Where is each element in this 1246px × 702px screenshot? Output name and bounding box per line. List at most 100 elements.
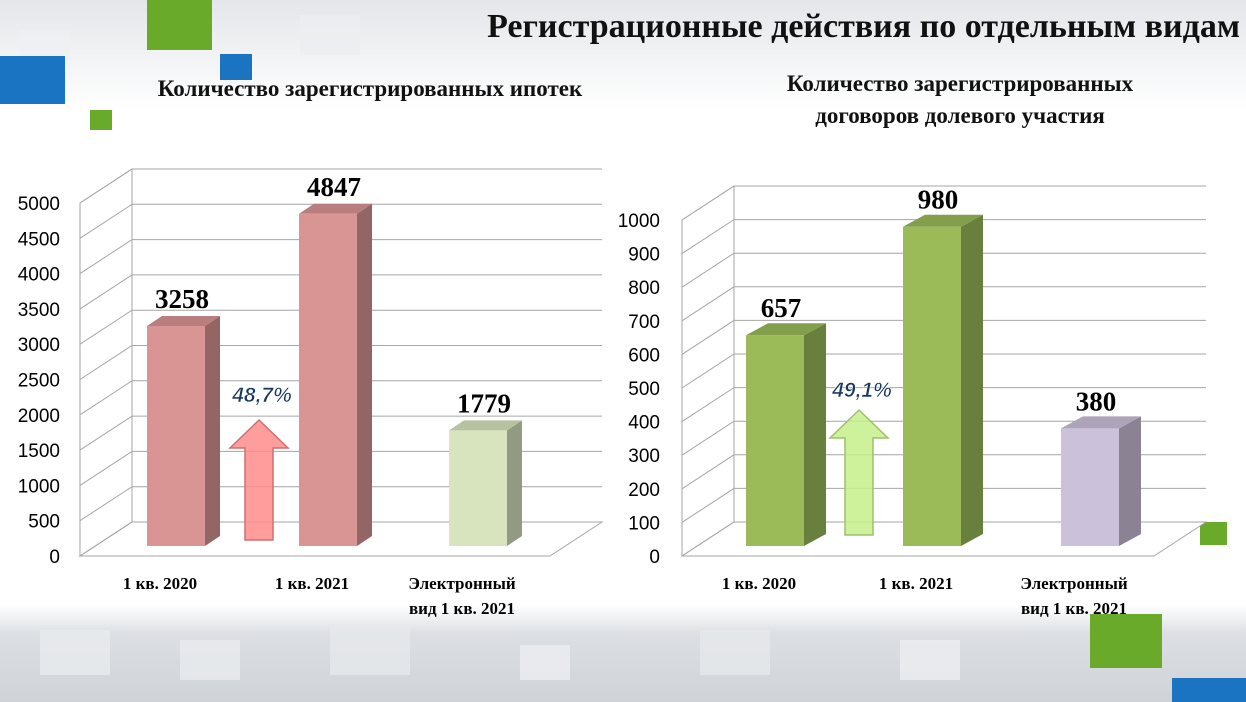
gridline xyxy=(79,415,602,451)
y-tick-label: 800 xyxy=(628,278,660,299)
bar-side xyxy=(205,315,220,546)
bar-top xyxy=(1061,416,1141,429)
bar-side xyxy=(357,203,372,546)
gridline xyxy=(79,380,602,416)
gridline xyxy=(681,319,1206,355)
gridline xyxy=(681,487,1206,523)
gridline xyxy=(79,521,602,557)
gridline xyxy=(79,450,602,486)
gridline xyxy=(79,168,602,204)
data-label: 4847 xyxy=(307,172,361,202)
data-label: 980 xyxy=(918,185,959,215)
y-tick-label: 500 xyxy=(628,379,660,400)
y-tick-label: 0 xyxy=(649,547,660,568)
y-tick-label: 4500 xyxy=(18,229,60,250)
x-tick-label: вид 1 кв. 2021 xyxy=(1021,599,1127,618)
y-tick-label: 5000 xyxy=(18,194,60,215)
bar-front xyxy=(449,430,507,546)
x-tick-label: вид 1 кв. 2021 xyxy=(409,599,515,618)
gridline xyxy=(681,286,1206,322)
y-tick-label: 4000 xyxy=(18,265,60,286)
y-tick-label: 3000 xyxy=(18,335,60,356)
x-tick-label: 1 кв. 2021 xyxy=(275,574,349,593)
bar-side xyxy=(961,214,983,546)
gridline xyxy=(681,252,1206,288)
gridline xyxy=(79,239,602,275)
x-tick-label: 1 кв. 2020 xyxy=(722,574,796,593)
y-tick-label: 600 xyxy=(628,345,660,366)
bar-top xyxy=(903,214,983,227)
bar-front xyxy=(147,325,205,546)
growth-percent-label: 48,7% xyxy=(231,384,292,407)
gridline xyxy=(681,521,1206,557)
gridline xyxy=(681,387,1206,423)
data-label: 380 xyxy=(1076,386,1117,416)
gridline xyxy=(681,353,1206,389)
gridline xyxy=(681,454,1206,490)
y-tick-label: 400 xyxy=(628,413,660,434)
data-label: 657 xyxy=(761,293,802,323)
bar-top xyxy=(449,420,522,431)
x-tick-label: 1 кв. 2020 xyxy=(123,574,197,593)
x-tick-label: Электронный xyxy=(1020,574,1128,593)
bar-side xyxy=(1119,416,1141,546)
bar-top xyxy=(147,315,220,326)
blue-square-decoration xyxy=(0,56,65,104)
green-small-square-decoration-right xyxy=(1200,522,1227,545)
bar xyxy=(1061,416,1141,546)
bar xyxy=(449,420,522,546)
green-square-decoration-bottom xyxy=(1090,614,1162,668)
growth-arrow-icon xyxy=(828,408,890,536)
x-tick-label: 1 кв. 2021 xyxy=(879,574,953,593)
gridline xyxy=(79,203,602,239)
bar xyxy=(147,315,220,546)
y-tick-label: 0 xyxy=(49,547,60,568)
bar-side xyxy=(507,420,522,546)
y-tick-label: 2500 xyxy=(18,371,60,392)
gridline xyxy=(681,185,1206,221)
chart-title-equity-contracts: Количество зарегистрированных договоров … xyxy=(700,68,1220,132)
data-label: 3258 xyxy=(155,284,209,314)
bar xyxy=(299,203,372,546)
chart-title-line: договоров долевого участия xyxy=(815,103,1105,128)
growth-arrow-icon xyxy=(228,418,290,541)
growth-percent-label: 49,1% xyxy=(831,379,892,402)
bar-top xyxy=(746,323,826,336)
blue-small-square-decoration xyxy=(220,54,252,80)
y-tick-label: 900 xyxy=(628,245,660,266)
y-tick-label: 1500 xyxy=(18,441,60,462)
gridline xyxy=(79,345,602,380)
chart-title-line: Количество зарегистрированных xyxy=(786,71,1134,96)
gridline xyxy=(79,309,602,345)
bar-side xyxy=(804,323,826,546)
gridline xyxy=(79,274,602,310)
blue-square-decoration-bottom xyxy=(1172,678,1246,702)
bar-top xyxy=(299,203,372,214)
bar-front xyxy=(746,335,804,546)
green-square-decoration xyxy=(147,0,212,50)
gridline xyxy=(79,486,602,522)
y-tick-label: 3500 xyxy=(18,300,60,321)
bar xyxy=(903,214,983,546)
gridline xyxy=(681,219,1206,255)
y-tick-label: 2000 xyxy=(18,406,60,427)
bar-front xyxy=(299,213,357,546)
page-title: Регистрационные действия по отдельным ви… xyxy=(487,8,1240,45)
chart-title-mortgages: Количество зарегистрированных ипотек xyxy=(157,76,583,101)
data-label: 1779 xyxy=(457,388,511,418)
y-tick-label: 1000 xyxy=(18,476,60,497)
gridline xyxy=(681,420,1206,456)
green-small-square-decoration xyxy=(90,110,112,130)
bar xyxy=(746,323,826,546)
x-tick-label: Электронный xyxy=(408,574,516,593)
bar-front xyxy=(1061,428,1119,546)
y-tick-label: 500 xyxy=(28,512,60,533)
y-tick-label: 200 xyxy=(628,480,660,501)
bar-front xyxy=(903,226,961,546)
y-tick-label: 700 xyxy=(628,312,660,333)
y-tick-label: 300 xyxy=(628,446,660,467)
y-tick-label: 1000 xyxy=(618,211,660,232)
